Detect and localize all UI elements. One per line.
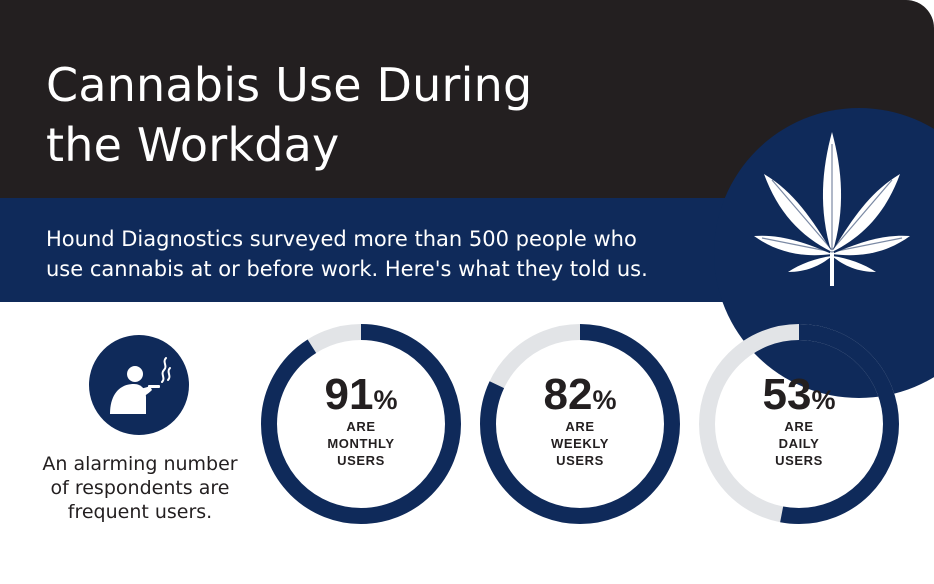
caption-line-1: An alarming number	[42, 453, 238, 475]
title-line-2: the Workday	[46, 118, 340, 172]
stat-label-line-3: USERS	[556, 453, 604, 468]
stat-label-line-2: MONTHLY	[327, 436, 395, 451]
donut-arc-weekly	[480, 324, 680, 524]
stat-percent-sign: %	[811, 385, 836, 415]
title-line-1: Cannabis Use During	[46, 58, 533, 112]
stat-label-line-3: USERS	[337, 453, 385, 468]
stat-percent-sign: %	[592, 385, 617, 415]
page-title: Cannabis Use During the Workday	[46, 55, 666, 175]
donut-chart-weekly	[480, 324, 680, 524]
cannabis-leaf-icon	[754, 132, 910, 286]
stat-label-line-3: USERS	[775, 453, 823, 468]
stat-label-line-1: ARE	[784, 419, 814, 434]
stat-daily: 53% ARE DAILY USERS	[697, 322, 901, 526]
stat-label-line-2: DAILY	[778, 436, 820, 451]
caption-line-3: frequent users.	[67, 501, 213, 523]
donut-arc-daily	[699, 324, 899, 524]
caption: An alarming number of respondents are fr…	[26, 452, 254, 524]
stat-number-monthly: 91	[324, 370, 374, 419]
stat-number-daily: 53	[762, 370, 812, 419]
intro-line-1: Hound Diagnostics surveyed more than 500…	[46, 227, 637, 251]
stat-value-daily: 53%	[697, 370, 901, 430]
stat-label-line-1: ARE	[565, 419, 595, 434]
stat-label-line-1: ARE	[346, 419, 376, 434]
intro-text: Hound Diagnostics surveyed more than 500…	[46, 224, 726, 284]
donut-chart-daily	[699, 324, 899, 524]
stat-value-weekly: 82%	[478, 370, 682, 430]
stat-number-weekly: 82	[543, 370, 593, 419]
stat-weekly: 82% ARE WEEKLY USERS	[478, 322, 682, 526]
stat-percent-sign: %	[373, 385, 398, 415]
stat-value-monthly: 91%	[259, 370, 463, 430]
stat-label-line-2: WEEKLY	[550, 436, 610, 451]
stat-monthly: 91% ARE MONTHLY USERS	[259, 322, 463, 526]
intro-line-2: use cannabis at or before work. Here's w…	[46, 257, 648, 281]
caption-line-2: of respondents are	[50, 477, 230, 499]
donut-arc-monthly	[261, 324, 461, 524]
person-smoking-icon	[110, 357, 171, 414]
donut-chart-monthly	[261, 324, 461, 524]
